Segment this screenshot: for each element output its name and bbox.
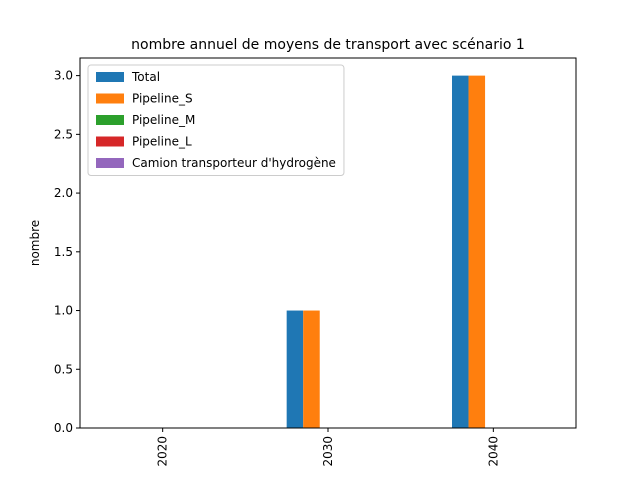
legend-label: Pipeline_S (132, 92, 193, 106)
y-tick-label: 0.0 (54, 421, 73, 435)
legend-swatch (96, 158, 124, 168)
y-tick-label: 3.0 (54, 69, 73, 83)
chart-title: nombre annuel de moyens de transport ave… (131, 37, 525, 53)
legend-swatch (96, 72, 124, 82)
legend-label: Camion transporteur d'hydrogène (132, 156, 336, 170)
y-tick-label: 0.5 (54, 362, 73, 376)
x-tick-label: 2040 (486, 436, 500, 467)
bar (468, 75, 486, 428)
y-tick-label: 1.5 (54, 245, 73, 259)
y-tick-label: 1.0 (54, 304, 73, 318)
legend-swatch (96, 115, 124, 125)
x-tick-label: 2020 (156, 436, 170, 467)
legend-swatch (96, 93, 124, 104)
legend-frame (87, 64, 345, 176)
bar (303, 310, 320, 428)
bar (286, 310, 304, 428)
legend: Total Pipeline_S Pipeline_M Pipeline_L Camio… (87, 64, 345, 176)
y-tick-label: 2.0 (54, 186, 73, 200)
bar (452, 75, 469, 428)
legend-swatch (96, 136, 124, 147)
legend-label: Total (131, 70, 160, 84)
y-axis-label: nombre (28, 220, 42, 266)
x-tick-label: 2030 (321, 436, 335, 467)
plot-frame (79, 57, 577, 429)
legend-label: Pipeline_M (132, 113, 195, 127)
y-tick-label: 2.5 (54, 127, 73, 141)
legend-label: Pipeline_L (132, 135, 192, 149)
